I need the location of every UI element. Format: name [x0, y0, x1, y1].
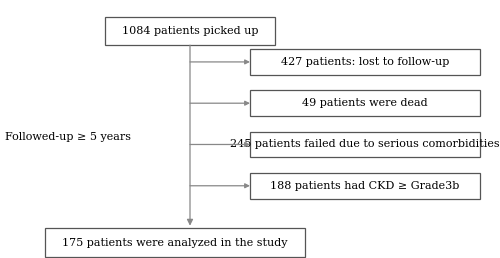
FancyBboxPatch shape — [45, 228, 305, 257]
Text: 175 patients were analyzed in the study: 175 patients were analyzed in the study — [62, 238, 288, 247]
FancyBboxPatch shape — [105, 17, 275, 45]
FancyBboxPatch shape — [250, 90, 480, 116]
FancyBboxPatch shape — [250, 173, 480, 199]
Text: 1084 patients picked up: 1084 patients picked up — [122, 26, 258, 36]
Text: 188 patients had CKD ≥ Grade3b: 188 patients had CKD ≥ Grade3b — [270, 181, 460, 191]
FancyBboxPatch shape — [250, 49, 480, 75]
Text: Followed-up ≥ 5 years: Followed-up ≥ 5 years — [5, 132, 131, 142]
Text: 49 patients were dead: 49 patients were dead — [302, 98, 428, 108]
Text: 245 patients failed due to serious comorbidities: 245 patients failed due to serious comor… — [230, 140, 500, 149]
FancyBboxPatch shape — [250, 132, 480, 157]
Text: 427 patients: lost to follow-up: 427 patients: lost to follow-up — [281, 57, 449, 67]
